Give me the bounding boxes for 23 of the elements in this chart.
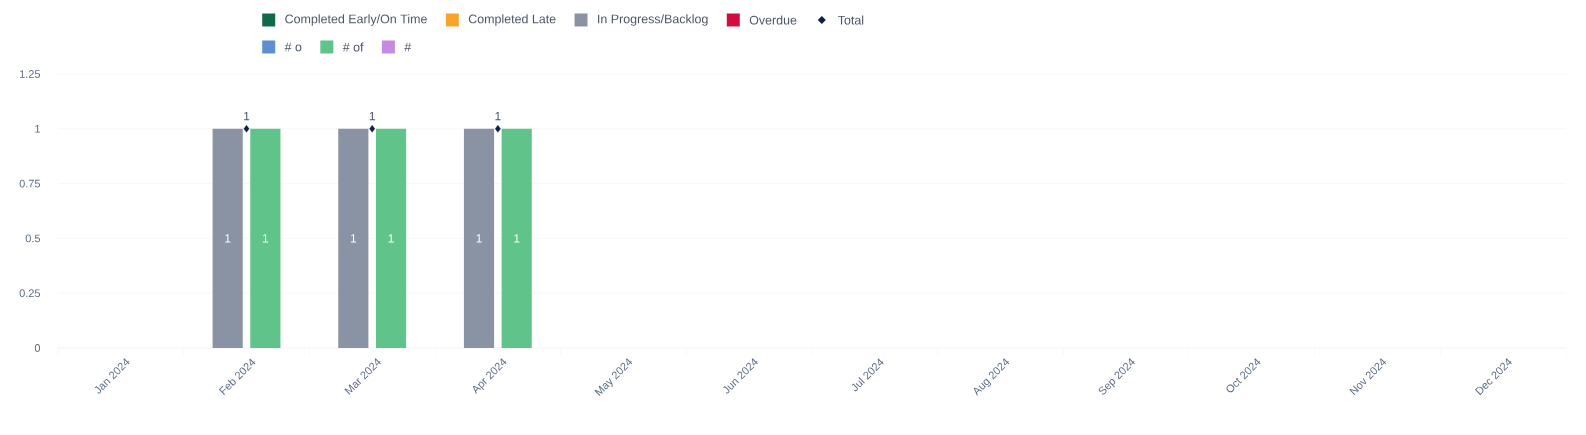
data-label: 1 xyxy=(350,234,357,243)
y-tick-label: 0.5 xyxy=(25,234,41,243)
y-tick-label: 0.75 xyxy=(19,179,41,188)
data-label: 1 xyxy=(495,112,501,121)
data-label: 1 xyxy=(514,234,520,243)
legend-label: # of xyxy=(342,42,364,52)
legend-label: Total xyxy=(838,15,864,25)
legend-label: Completed Late xyxy=(468,14,556,26)
data-label: 1 xyxy=(476,234,482,243)
legend-label: Completed Early/On Time xyxy=(285,14,427,26)
y-tick-label: 0.25 xyxy=(19,289,41,298)
legend-label: # o xyxy=(284,42,302,52)
legend-label: In Progress/Backlog xyxy=(598,14,708,26)
data-label: 1 xyxy=(262,234,269,243)
legend-label: Overdue xyxy=(749,15,797,25)
y-tick-label: 1 xyxy=(35,125,40,133)
data-label: 1 xyxy=(388,234,394,243)
data-label: 1 xyxy=(244,112,250,121)
data-label: 1 xyxy=(369,112,375,121)
y-tick-label: 0 xyxy=(34,344,41,352)
y-tick-label: 1.25 xyxy=(20,70,41,78)
data-label: 1 xyxy=(225,234,231,243)
legend-label: # xyxy=(404,42,412,52)
